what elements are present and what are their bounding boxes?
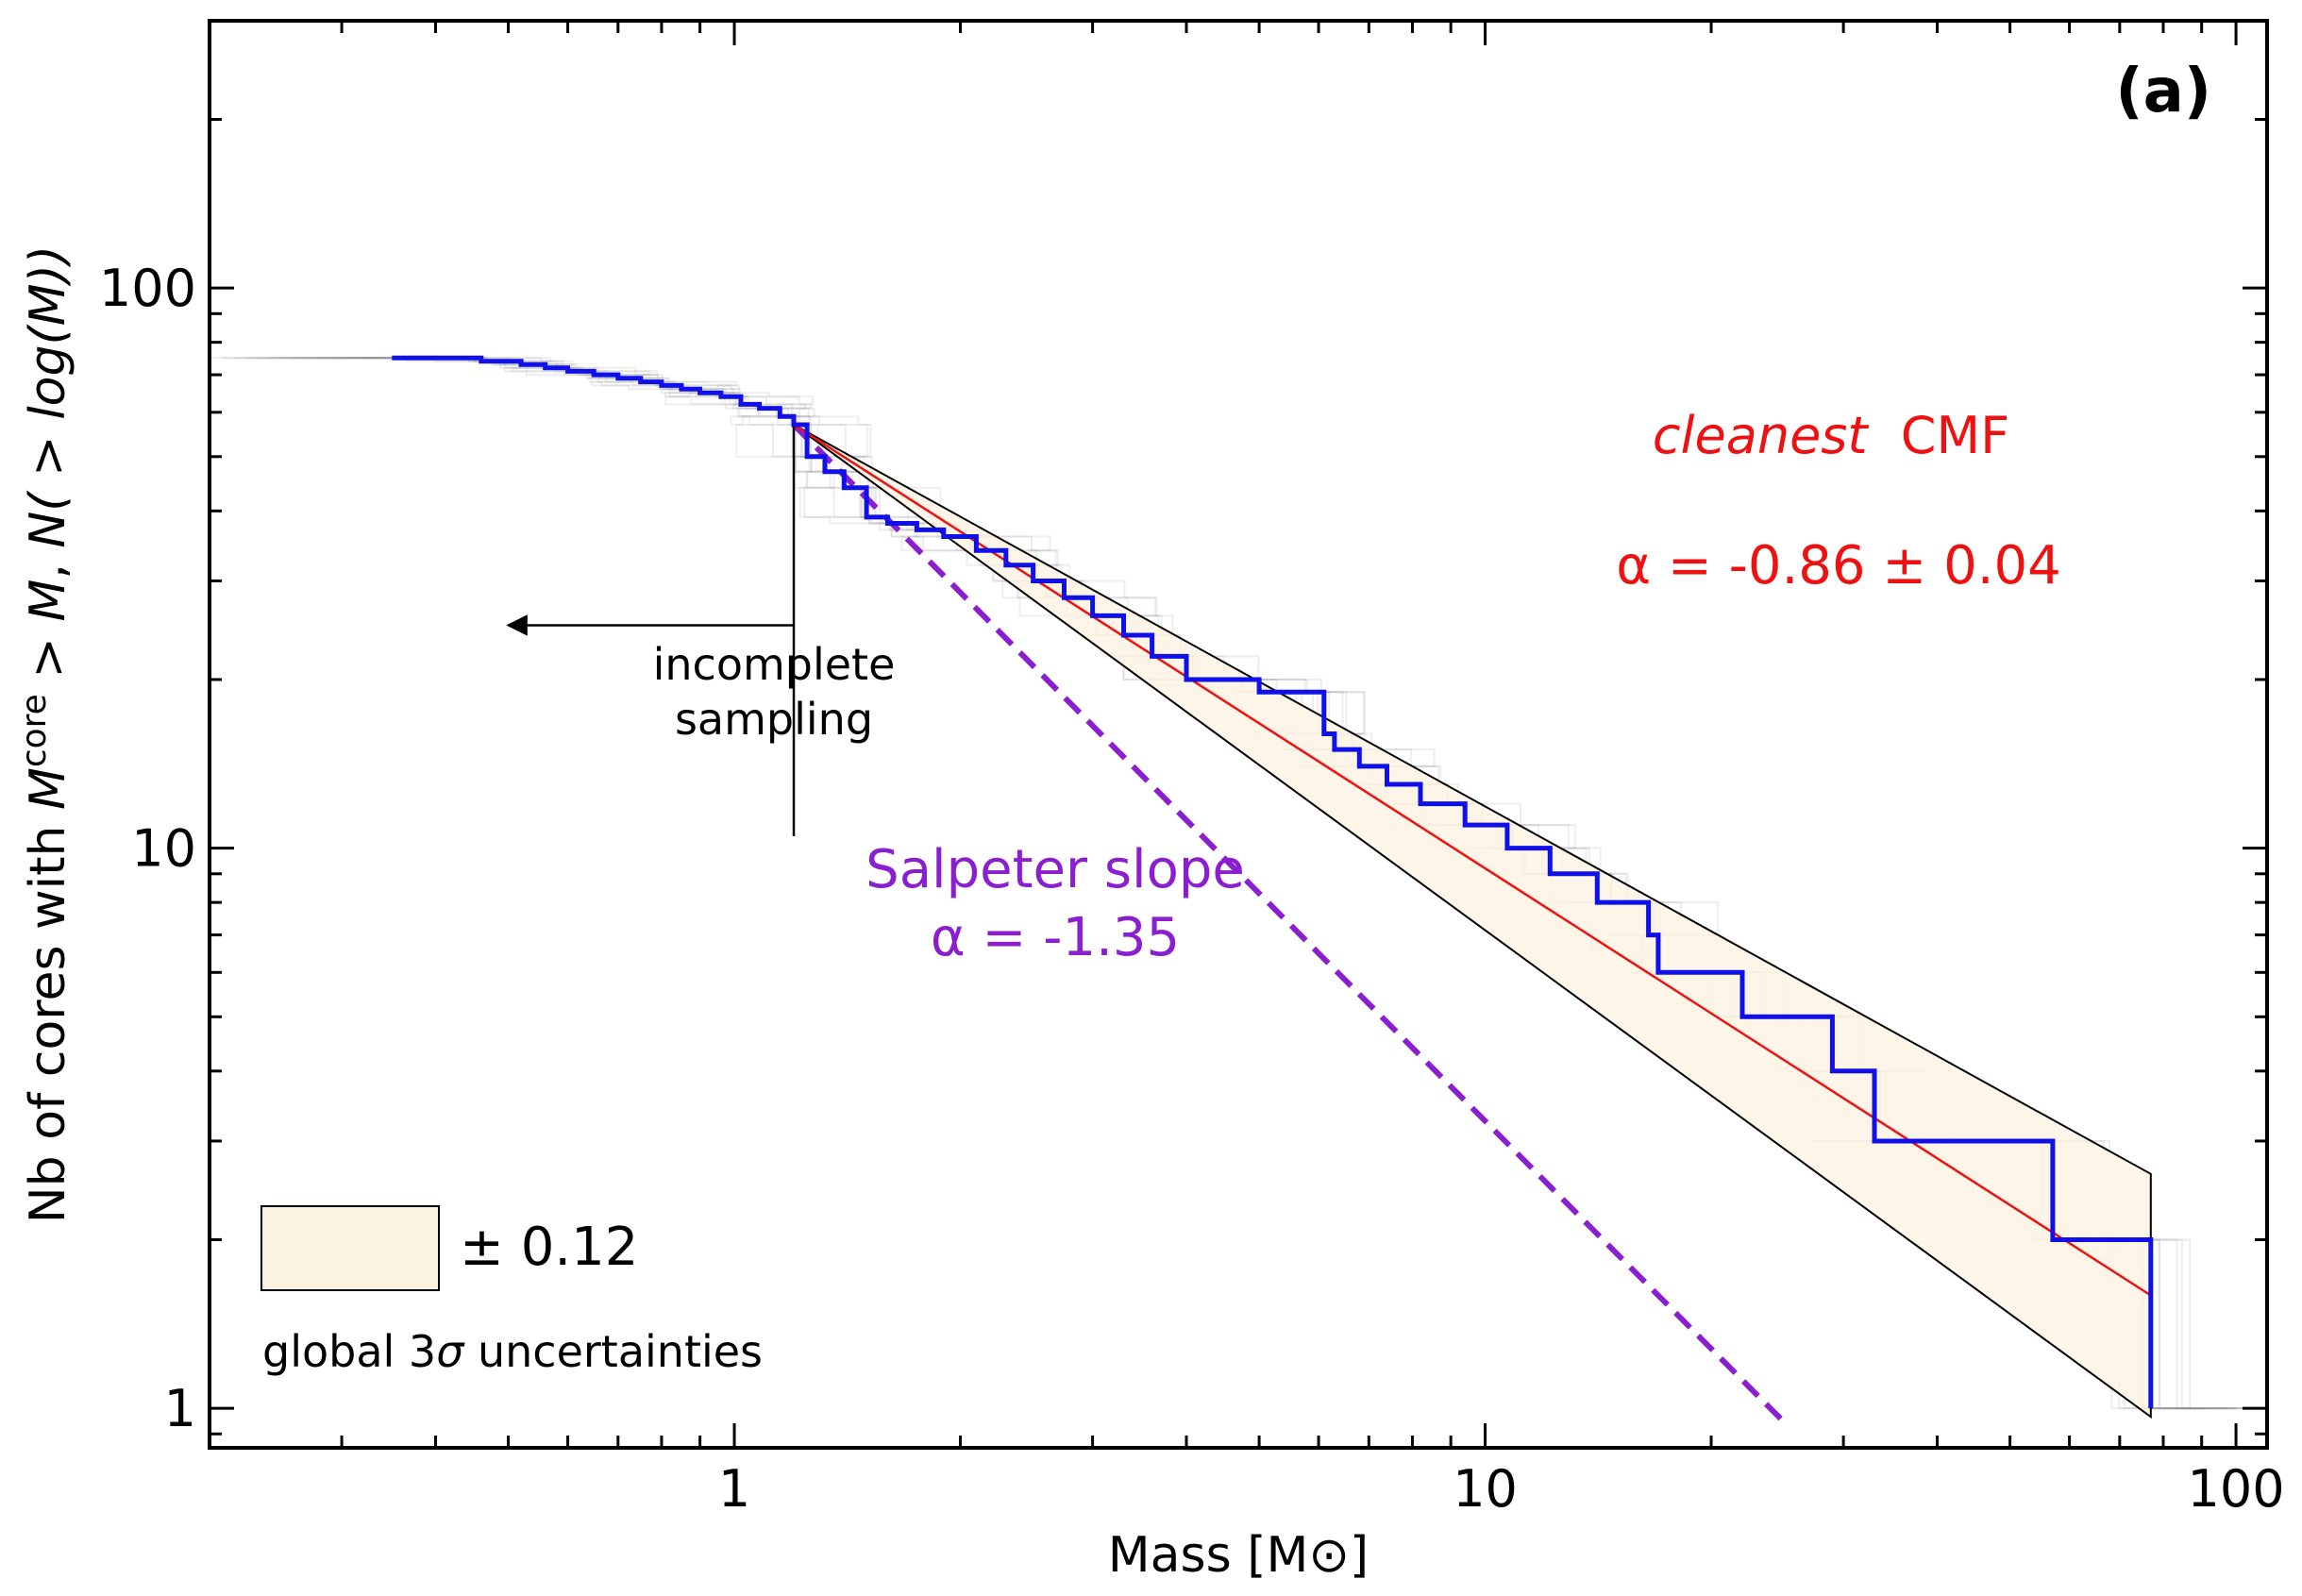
uncertainty-caption: global 3σ uncertainties: [262, 1326, 763, 1377]
uncertainty-legend-swatch: [260, 1205, 440, 1291]
x-axis-title: Mass [M⊙]: [1108, 1527, 1369, 1584]
y-axis-title-expr: N( > log(M)): [20, 245, 76, 548]
cmf-fit-line: [793, 423, 2152, 1297]
y-axis-title-comma: ,: [20, 548, 76, 580]
x-tick-label: 1: [718, 1459, 750, 1519]
cmf-alpha-label: α = -0.86 ± 0.04: [1616, 535, 2061, 596]
incomplete-label-line1: incomplete: [653, 639, 896, 690]
grey-realisation-line: [336, 357, 2267, 1410]
uncertainty-caption-sigma: σ: [436, 1326, 465, 1377]
x-tick-label: 100: [2188, 1459, 2285, 1519]
cmf-label: cleanest CMF: [1653, 406, 2009, 465]
incomplete-label-line2: sampling: [675, 694, 873, 745]
salpeter-alpha-label: α = -1.35: [931, 907, 1180, 968]
y-axis-title-mid: >: [20, 622, 76, 695]
y-axis-title: Nb of cores with Mcore > M, N( > log(M)): [15, 245, 76, 1223]
observed-cmf-step: [392, 355, 2154, 1409]
uncertainty-legend-text: ± 0.12: [460, 1217, 638, 1278]
axes: 1 10 100 1 10 100: [99, 19, 2285, 1519]
plot-area: [210, 355, 2267, 1424]
y-axis-title-sup: core: [15, 694, 54, 767]
plot-frame: [208, 19, 2269, 1450]
uncertainty-caption-prefix: global 3: [262, 1326, 436, 1377]
cmf-label-rest: CMF: [1901, 406, 2009, 465]
y-tick-label: 100: [99, 259, 196, 318]
y-tick-label: 1: [164, 1379, 196, 1438]
panel-label: (a): [2115, 57, 2211, 126]
uncertainty-caption-suffix: uncertainties: [463, 1326, 763, 1377]
cmf-label-italic: cleanest: [1653, 406, 1870, 465]
salpeter-label: Salpeter slope: [865, 839, 1245, 900]
y-tick-label: 10: [131, 819, 196, 879]
salpeter-slope-line: [791, 422, 1787, 1424]
y-axis-title-prefix: Nb of cores with: [20, 810, 76, 1223]
grey-realisation-line: [360, 357, 2238, 1410]
y-axis-title-m: M: [20, 767, 76, 810]
x-tick-label: 10: [1453, 1459, 1518, 1519]
y-axis-title-m2: M: [20, 580, 76, 622]
